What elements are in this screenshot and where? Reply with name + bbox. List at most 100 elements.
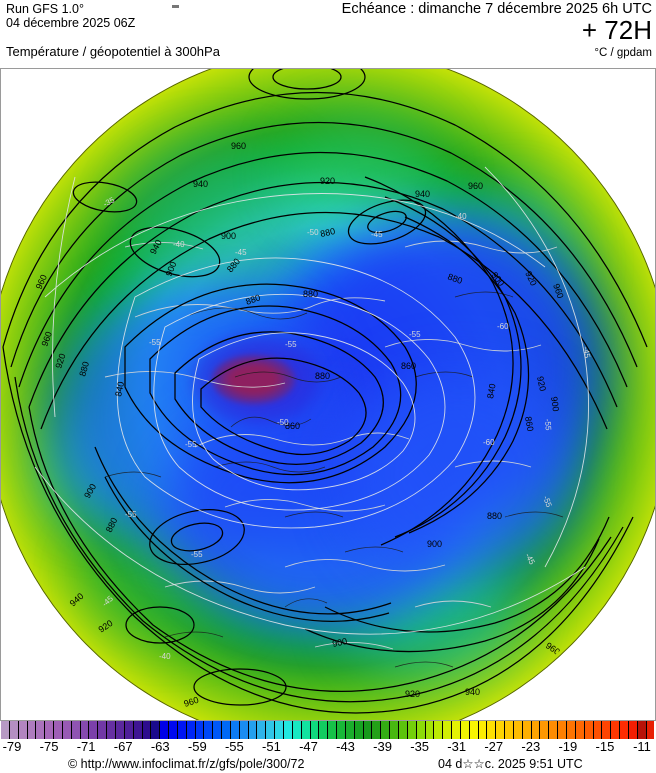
colorbar-swatch [142, 721, 152, 739]
svg-text:-60: -60 [483, 438, 495, 447]
polar-stereographic-globe: 960 920 940 940 960 900 900 940 960 880 … [0, 69, 655, 720]
colorbar-swatch [36, 721, 46, 739]
svg-text:920: 920 [523, 269, 539, 287]
svg-text:-60: -60 [497, 322, 509, 331]
colorbar-swatch [540, 721, 550, 739]
svg-text:860: 860 [401, 361, 416, 371]
svg-text:940: 940 [465, 687, 480, 697]
svg-text:-50: -50 [307, 228, 319, 237]
svg-text:920: 920 [97, 618, 115, 635]
geopotential-labels: 960 920 940 940 960 900 900 940 960 880 … [34, 141, 566, 709]
colorbar-swatch [549, 721, 559, 739]
colorbar-tick: -15 [595, 739, 615, 754]
generated-timestamp: 04 d☆☆c. 2025 9:51 UTC [438, 757, 583, 771]
colorbar-swatch [584, 721, 594, 739]
svg-text:880: 880 [315, 371, 330, 381]
svg-text:-45: -45 [371, 230, 383, 239]
colorbar-swatch [204, 721, 214, 739]
svg-text:-55: -55 [125, 510, 137, 519]
colorbar-swatch [593, 721, 603, 739]
colorbar-swatch [620, 721, 629, 739]
colorbar-swatch [646, 721, 655, 739]
colorbar-swatch [257, 721, 267, 739]
svg-text:-55: -55 [185, 440, 197, 449]
svg-text:-40: -40 [159, 652, 171, 661]
colorbar-swatch [292, 721, 302, 739]
svg-text:940: 940 [193, 179, 208, 189]
colorbar-swatch [611, 721, 621, 739]
colorbar-swatch [390, 721, 399, 739]
colorbar-tick: -31 [447, 739, 467, 754]
colorbar-swatch [558, 721, 567, 739]
colorbar-swatch [337, 721, 346, 739]
svg-text:960: 960 [468, 181, 483, 191]
svg-text:-50: -50 [277, 418, 289, 427]
colorbar-swatch [54, 721, 63, 739]
colorbar-swatch [89, 721, 99, 739]
colorbar-swatch [407, 721, 417, 739]
svg-text:880: 880 [319, 226, 336, 239]
isotherm-contours [34, 166, 589, 635]
colorbar-swatch [628, 721, 638, 739]
render-artifact-mark [172, 5, 179, 8]
colorbar-swatch [487, 721, 497, 739]
map-panel[interactable]: 960 920 940 940 960 900 900 940 960 880 … [0, 68, 656, 721]
svg-text:-55: -55 [191, 550, 203, 559]
colorbar-tick: -59 [187, 739, 207, 754]
colorbar-swatch [98, 721, 108, 739]
svg-text:-40: -40 [455, 212, 467, 221]
colorbar-tick: -19 [558, 739, 578, 754]
svg-text:900: 900 [331, 636, 348, 649]
temperature-colorbar[interactable] [1, 721, 655, 739]
svg-text:960: 960 [551, 282, 566, 300]
svg-text:880: 880 [244, 292, 262, 307]
colorbar-swatch [452, 721, 461, 739]
colorbar-swatch [177, 721, 187, 739]
svg-text:-45: -45 [100, 594, 115, 609]
colorbar-tick: -67 [113, 739, 133, 754]
colorbar-swatch [496, 721, 506, 739]
source-credit-link[interactable]: © http://www.infoclimat.fr/z/gfs/pole/30… [68, 757, 305, 771]
colorbar-swatch [310, 721, 320, 739]
svg-text:-40: -40 [0, 354, 3, 367]
colorbar-swatch [133, 721, 143, 739]
colorbar-tick: -47 [299, 739, 318, 754]
run-date-label: 04 décembre 2025 06Z [6, 16, 136, 30]
svg-text:-55: -55 [541, 495, 554, 509]
colorbar-swatch [1, 721, 10, 739]
colorbar-tick: -63 [150, 739, 170, 754]
svg-text:900: 900 [489, 270, 506, 288]
colorbar-swatch [239, 721, 249, 739]
svg-text:860: 860 [523, 416, 535, 433]
svg-text:880: 880 [225, 256, 242, 274]
colorbar-swatch [275, 721, 284, 739]
svg-text:960: 960 [34, 273, 49, 291]
svg-text:900: 900 [549, 396, 561, 412]
contour-overlay: 960 920 940 940 960 900 900 940 960 880 … [0, 69, 648, 714]
colorbar-swatch [45, 721, 55, 739]
svg-text:960: 960 [183, 695, 200, 709]
svg-text:920: 920 [53, 352, 67, 369]
forecast-valid-time: Echéance : dimanche 7 décembre 2025 6h U… [341, 1, 652, 17]
colorbar-tick: -43 [336, 739, 355, 754]
colorbar-swatch [301, 721, 311, 739]
colorbar-swatch [124, 721, 134, 739]
colorbar-swatch [602, 721, 612, 739]
colorbar-tick: -11 [633, 739, 651, 754]
svg-text:940: 940 [68, 591, 86, 608]
colorbar-swatch [513, 721, 523, 739]
colorbar-swatch [567, 721, 576, 739]
colorbar-swatch [169, 721, 178, 739]
colorbar-swatch [222, 721, 231, 739]
svg-text:920: 920 [405, 689, 420, 699]
colorbar-swatch [531, 721, 541, 739]
isotherm-labels: -35 -40 -45 -50 -45 -40 -55 -55 -55 -60 … [0, 195, 592, 661]
colorbar-tick: -35 [410, 739, 430, 754]
cold-core-minimum [212, 355, 295, 404]
colorbar-swatch [115, 721, 125, 739]
colorbar-swatch [248, 721, 258, 739]
colorbar-swatch [27, 721, 37, 739]
svg-text:880: 880 [446, 271, 464, 286]
colorbar-swatch [230, 721, 240, 739]
